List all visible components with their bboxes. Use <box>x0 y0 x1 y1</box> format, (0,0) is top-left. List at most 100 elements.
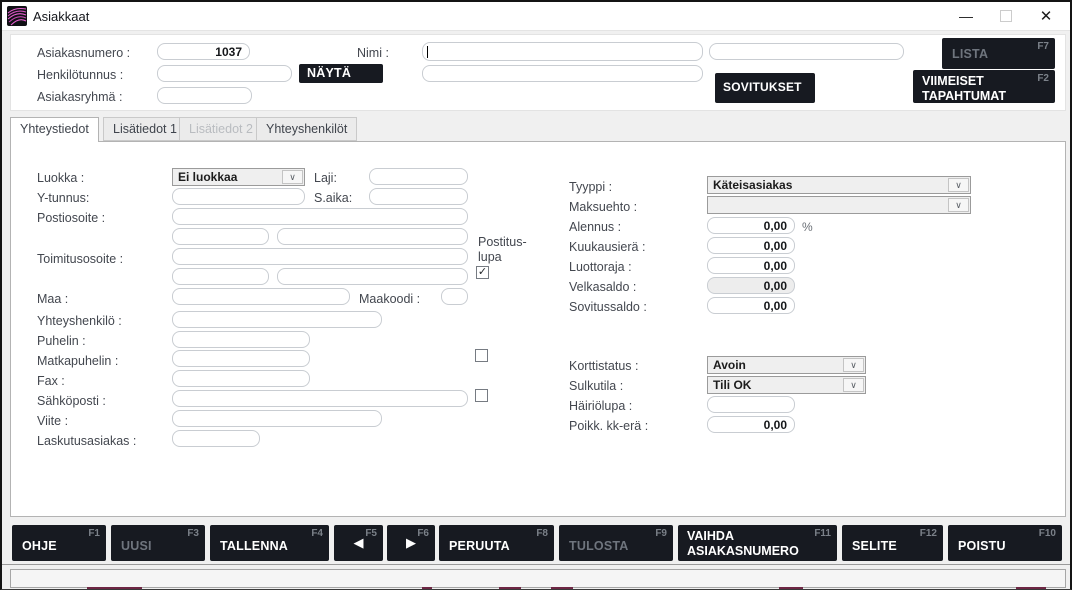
asiakasryhma-label: Asiakasryhmä : <box>37 90 123 104</box>
minimize-button[interactable]: — <box>959 7 973 24</box>
postituslupa-label: Postitus- lupa <box>478 235 527 265</box>
vaihda-asiakasnumero-button[interactable]: VAIHDA ASIAKASNUMERO F11 <box>678 525 837 561</box>
nimi2-input[interactable] <box>709 43 904 60</box>
vaihda-fkey: F11 <box>814 528 831 539</box>
henkilotunnus-input[interactable] <box>157 65 292 82</box>
viimeiset-tapahtumat-button[interactable]: VIIMEISET TAPAHTUMAT F2 <box>913 70 1055 103</box>
peruuta-button[interactable]: PERUUTA F8 <box>439 525 554 561</box>
next-fkey: F6 <box>417 528 429 539</box>
korttistatus-select-value: Avoin <box>713 358 746 372</box>
kuukausiera-label: Kuukausierä : <box>569 240 646 254</box>
korttistatus-select[interactable]: Avoin ∨ <box>707 356 866 374</box>
matkapuhelin-checkbox[interactable] <box>475 349 488 362</box>
fax-input[interactable] <box>172 370 310 387</box>
maksuehto-label: Maksuehto : <box>569 200 638 214</box>
luokka-select-value: Ei luokkaa <box>178 170 238 184</box>
tab-yhteyshenkilot[interactable]: Yhteyshenkilöt <box>256 117 358 141</box>
tallenna-fkey: F4 <box>311 528 323 539</box>
peruuta-fkey: F8 <box>536 528 548 539</box>
nimi-row2-input[interactable] <box>422 65 703 82</box>
puhelin-label: Puhelin : <box>37 334 86 348</box>
luottoraja-label: Luottoraja : <box>569 260 632 274</box>
selite-button[interactable]: SELITE F12 <box>842 525 943 561</box>
luottoraja-input[interactable] <box>707 257 795 274</box>
maksuehto-select-value <box>708 197 947 213</box>
poistu-fkey: F10 <box>1038 528 1056 539</box>
chevron-down-icon: ∨ <box>843 378 864 392</box>
sulkutila-select[interactable]: Tili OK ∨ <box>707 376 866 394</box>
laskutusasiakas-label: Laskutusasiakas : <box>37 434 137 448</box>
background-fragment <box>779 587 803 589</box>
laji-input[interactable] <box>369 168 468 185</box>
toimitus-postinumero-input[interactable] <box>172 268 269 285</box>
nimi-input[interactable] <box>422 42 703 61</box>
hairiolupa-input[interactable] <box>707 396 795 413</box>
nayta-button[interactable]: NÄYTÄ <box>299 64 383 83</box>
selite-fkey: F12 <box>919 528 937 539</box>
tab-yhteystiedot[interactable]: Yhteystiedot <box>10 117 99 142</box>
postituslupa-checkbox[interactable]: ✓ <box>476 266 489 279</box>
postituslupa-label-line2: lupa <box>478 250 502 264</box>
postinumero-input[interactable] <box>172 228 269 245</box>
chevron-down-icon: ∨ <box>948 198 969 212</box>
next-button[interactable]: ▶ F6 <box>387 525 435 561</box>
poikk-kk-era-input[interactable] <box>707 416 795 433</box>
close-button[interactable]: ✕ <box>1039 7 1053 25</box>
ohje-button[interactable]: OHJE F1 <box>12 525 106 561</box>
laskutusasiakas-input[interactable] <box>172 430 260 447</box>
chevron-down-icon: ∨ <box>843 358 864 372</box>
background-fragment <box>422 587 432 589</box>
title-bar: Asiakkaat — ✕ <box>2 2 1070 31</box>
henkilotunnus-label: Henkilötunnus : <box>37 68 124 82</box>
footer-divider <box>2 564 1070 565</box>
matkapuhelin-input[interactable] <box>172 350 310 367</box>
uusi-button: UUSI F3 <box>111 525 205 561</box>
tulosta-button: TULOSTA F9 <box>559 525 673 561</box>
tyyppi-select[interactable]: Käteisasiakas ∨ <box>707 176 971 194</box>
ytunnus-input[interactable] <box>172 188 305 205</box>
maa-input[interactable] <box>172 288 350 305</box>
ytunnus-label: Y-tunnus: <box>37 191 90 205</box>
poistu-button[interactable]: POISTU F10 <box>948 525 1062 561</box>
percent-label: % <box>802 220 813 234</box>
saika-input[interactable] <box>369 188 468 205</box>
postitoimipaikka-input[interactable] <box>277 228 468 245</box>
yhteyshenkilo-label: Yhteyshenkilö : <box>37 314 122 328</box>
viite-input[interactable] <box>172 410 382 427</box>
viite-label: Viite : <box>37 414 69 428</box>
sahkoposti-label: Sähköposti : <box>37 394 106 408</box>
uusi-fkey: F3 <box>187 528 199 539</box>
korttistatus-label: Korttistatus : <box>569 359 639 373</box>
lista-button: LISTA F7 <box>942 38 1055 69</box>
background-fragment <box>1016 587 1046 589</box>
toimitus-postitoimipaikka-input[interactable] <box>277 268 468 285</box>
toimitusosoite-input[interactable] <box>172 248 468 265</box>
alennus-input[interactable] <box>707 217 795 234</box>
sovitukset-button[interactable]: SOVITUKSET <box>715 73 815 103</box>
sovitussaldo-label: Sovitussaldo : <box>569 300 647 314</box>
asiakasnumero-input[interactable] <box>157 43 250 60</box>
maakoodi-input[interactable] <box>441 288 468 305</box>
tallenna-button-label: TALLENNA <box>220 539 289 553</box>
tallenna-button[interactable]: TALLENNA F4 <box>210 525 329 561</box>
poistu-button-label: POISTU <box>958 539 1006 553</box>
sahkoposti-input[interactable] <box>172 390 468 407</box>
postiosoite-input[interactable] <box>172 208 468 225</box>
viimeiset-tapahtumat-label: VIIMEISET TAPAHTUMAT <box>922 74 1007 103</box>
tab-lisatiedot-2: Lisätiedot 2 <box>179 117 263 141</box>
laji-label: Laji: <box>314 171 337 185</box>
yhteyshenkilo-input[interactable] <box>172 311 382 328</box>
sovitussaldo-input[interactable] <box>707 297 795 314</box>
ohje-fkey: F1 <box>88 528 100 539</box>
maa-label: Maa : <box>37 292 69 306</box>
kuukausiera-input[interactable] <box>707 237 795 254</box>
puhelin-input[interactable] <box>172 331 310 348</box>
tab-lisatiedot-1[interactable]: Lisätiedot 1 <box>103 117 187 141</box>
previous-button[interactable]: ◀ F5 <box>334 525 383 561</box>
sahkoposti-checkbox[interactable] <box>475 389 488 402</box>
asiakasryhma-input[interactable] <box>157 87 252 104</box>
hairiolupa-label: Häiriölupa : <box>569 399 633 413</box>
maksuehto-select[interactable]: ∨ <box>707 196 971 214</box>
luokka-select[interactable]: Ei luokkaa ∨ <box>172 168 305 186</box>
